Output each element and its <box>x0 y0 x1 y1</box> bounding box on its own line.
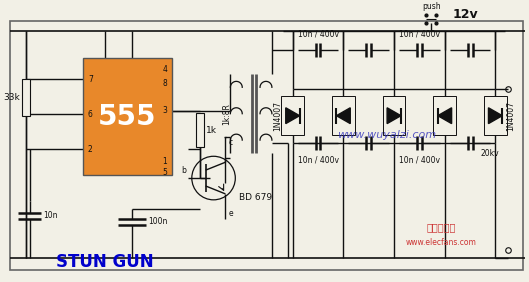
Bar <box>196 113 204 147</box>
Text: c: c <box>229 138 233 147</box>
Text: 4: 4 <box>162 65 167 74</box>
Text: BD 679: BD 679 <box>239 193 272 202</box>
Text: 10n / 400v: 10n / 400v <box>297 155 339 164</box>
Polygon shape <box>438 108 452 124</box>
Text: 10n / 400v: 10n / 400v <box>399 155 440 164</box>
Text: 12v: 12v <box>453 8 479 21</box>
Text: 10n / 400v: 10n / 400v <box>297 30 339 38</box>
Text: 8: 8 <box>162 80 167 89</box>
Polygon shape <box>387 108 401 124</box>
Text: 10n: 10n <box>43 211 58 220</box>
Bar <box>382 96 405 135</box>
Text: www.elecfans.com: www.elecfans.com <box>406 238 477 247</box>
Polygon shape <box>336 108 350 124</box>
Text: 1: 1 <box>162 157 167 166</box>
Bar <box>22 79 30 116</box>
Text: 2: 2 <box>88 145 93 154</box>
Text: 1k: 1k <box>206 126 217 135</box>
Text: e: e <box>229 209 233 218</box>
Text: 10n / 400v: 10n / 400v <box>399 30 440 38</box>
Text: STUN GUN: STUN GUN <box>56 253 153 271</box>
Text: b: b <box>181 166 186 175</box>
Text: push: push <box>422 2 441 11</box>
Text: 100n: 100n <box>148 217 167 226</box>
Text: 7: 7 <box>88 75 93 84</box>
Polygon shape <box>286 108 299 124</box>
Text: 555: 555 <box>98 103 157 131</box>
Bar <box>83 58 172 175</box>
Text: 5: 5 <box>162 168 167 177</box>
Text: 3: 3 <box>162 106 167 115</box>
Bar <box>484 96 507 135</box>
Text: 1N4007: 1N4007 <box>506 101 515 131</box>
Bar <box>332 96 355 135</box>
Text: www.wuyalzi.com: www.wuyalzi.com <box>337 131 436 140</box>
Text: 33k: 33k <box>3 93 20 102</box>
Bar <box>281 96 304 135</box>
Text: 1k:8R: 1k:8R <box>222 103 231 125</box>
Text: 20kv: 20kv <box>480 149 499 158</box>
Text: 6: 6 <box>88 110 93 119</box>
Text: 电子发烧友: 电子发烧友 <box>426 222 455 233</box>
Polygon shape <box>488 108 503 124</box>
Bar <box>10 21 523 270</box>
Text: 1N4007: 1N4007 <box>273 101 282 131</box>
Bar <box>433 96 456 135</box>
